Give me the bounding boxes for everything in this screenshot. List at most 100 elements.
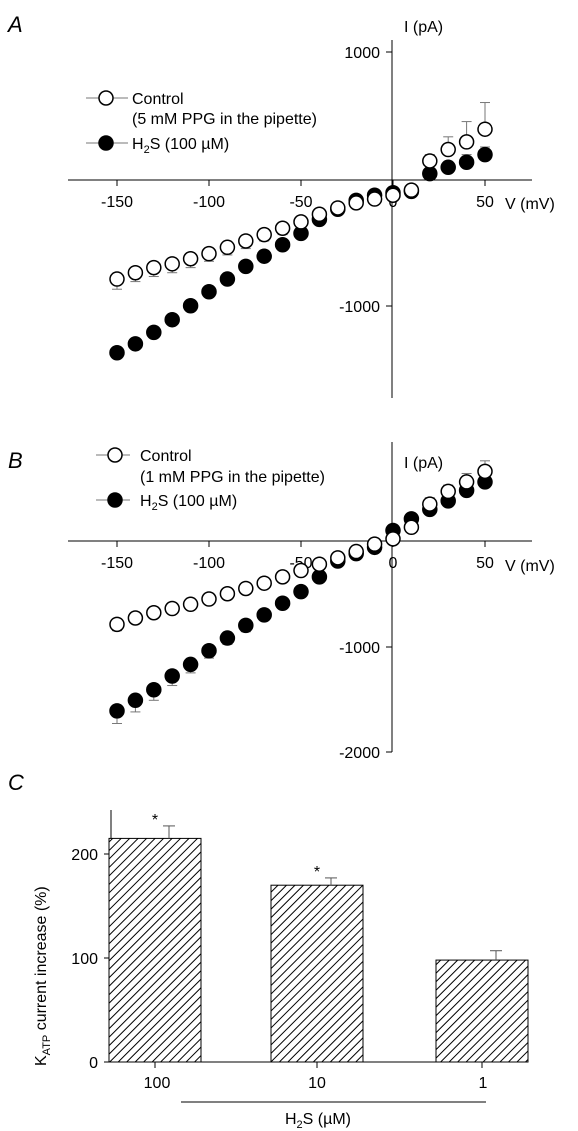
h2s-data-point [146, 682, 162, 698]
panel-c-ylabel: KATP current increase (%) [33, 886, 53, 1066]
h2s-data-point [182, 297, 199, 314]
panel-b-legend-control-note: (1 mM PPG in the pipette) [140, 469, 325, 486]
h2s-data-point [238, 258, 254, 275]
control-data-point [127, 264, 144, 281]
control-data-point [440, 483, 456, 500]
control-data-point [385, 187, 401, 203]
legend-open-circle-icon [107, 447, 123, 463]
panel-c-category-label: 100 [144, 1075, 171, 1092]
control-data-point [256, 226, 272, 243]
h2s-data-point [422, 165, 438, 182]
panel-a-series [109, 102, 493, 361]
panel-c-y-tick-label: 0 [89, 1055, 98, 1072]
panel-a-x-ticks: -150 -100 -50 0 50 [101, 180, 494, 211]
h2s-data-point [238, 617, 254, 634]
panel-b-x-tick-label: 50 [476, 555, 494, 572]
control-data-point [366, 191, 383, 207]
h2s-data-point [164, 311, 180, 328]
control-data-point [403, 519, 420, 536]
bar [108, 837, 202, 1063]
control-data-point [440, 141, 456, 158]
panel-c-category-label: 10 [308, 1075, 326, 1092]
panel-a-legend-control-note: (5 mM PPG in the pipette) [132, 111, 317, 128]
panel-a-x-tick-label: -50 [289, 194, 312, 211]
control-data-point [422, 496, 438, 512]
panel-c-y-ticks: 0 100 200 [71, 847, 111, 1072]
h2s-data-point [127, 692, 144, 709]
h2s-data-point [127, 336, 144, 352]
panel-b-ylabel: I (pA) [404, 455, 443, 472]
panel-c-xlabel: H2S (µM) [285, 1111, 351, 1131]
h2s-data-point [146, 324, 162, 341]
control-data-point [293, 214, 309, 230]
panel-a-x-tick-label: 50 [476, 194, 494, 211]
panel-c-bars: ** [108, 812, 529, 1063]
control-data-point [127, 610, 144, 626]
control-data-point [330, 200, 346, 216]
h2s-data-point [109, 344, 125, 361]
panel-b-legend-control: Control [140, 448, 192, 465]
panel-c-label: C [8, 770, 24, 795]
control-data-point [182, 596, 199, 613]
h2s-data-point [274, 595, 291, 611]
panel-c-category-label: 1 [479, 1075, 488, 1092]
control-data-point [477, 121, 493, 137]
h2s-data-point [219, 630, 236, 646]
h2s-data-point [256, 607, 272, 623]
control-data-point [164, 256, 180, 272]
control-data-point [293, 562, 309, 579]
panel-c-y-tick-label: 200 [71, 847, 98, 864]
panel-a-y-tick-label: 1000 [344, 45, 380, 62]
panel-b-y-tick-label: -2000 [339, 745, 380, 762]
panel-c-y-tick-label: 100 [71, 951, 98, 968]
panel-b-xlabel: V (mV) [505, 558, 555, 575]
h2s-data-point [219, 271, 236, 287]
panel-b-legend-h2s: H2S (100 µM) [140, 493, 237, 513]
panel-b-label: B [8, 448, 23, 473]
panel-a-x-tick-label: -150 [101, 194, 133, 211]
panel-b-x-tick-label: -150 [101, 555, 133, 572]
panel-b-legend: Control (1 mM PPG in the pipette) H2S (1… [96, 447, 325, 513]
control-data-point [330, 550, 346, 566]
h2s-data-point [311, 569, 328, 585]
control-data-point [385, 531, 401, 547]
h2s-data-point [201, 642, 217, 659]
panel-b: B -150 -100 -50 0 50 -1000 -2000 I (pA) … [8, 442, 555, 762]
control-data-point [238, 580, 254, 597]
control-data-point [146, 604, 162, 621]
h2s-data-point [477, 146, 493, 163]
panel-a-y-ticks: 1000 -1000 [339, 45, 392, 316]
control-data-point [458, 134, 475, 150]
control-data-point [201, 591, 217, 607]
panel-a-y-tick-label: -1000 [339, 299, 380, 316]
panel-a-ylabel: I (pA) [404, 19, 443, 36]
panel-c-x-ticks: 100 10 1 [144, 1062, 488, 1092]
control-data-point [311, 206, 328, 223]
h2s-data-point [458, 154, 475, 170]
control-data-point [458, 474, 475, 490]
control-data-point [422, 153, 438, 169]
legend-filled-circle-icon [98, 135, 114, 151]
h2s-data-point [274, 237, 291, 253]
significance-marker: * [152, 812, 158, 829]
control-data-point [164, 600, 180, 617]
control-data-point [348, 195, 364, 211]
control-data-point [256, 575, 272, 591]
panel-a-legend-control: Control [132, 91, 184, 108]
control-data-point [201, 245, 217, 262]
control-data-point [311, 556, 328, 572]
control-data-point [182, 250, 199, 267]
h2s-data-point [164, 668, 180, 684]
control-data-point [146, 259, 162, 276]
significance-marker: * [314, 864, 320, 881]
panel-b-y-tick-label: -1000 [339, 640, 380, 657]
control-data-point [403, 182, 420, 198]
panel-a-xlabel: V (mV) [505, 196, 555, 213]
control-data-point [477, 463, 493, 480]
panel-b-y-ticks: -1000 -2000 [339, 640, 392, 762]
bar [435, 959, 529, 1063]
panel-a-legend: Control (5 mM PPG in the pipette) H2S (1… [86, 90, 317, 156]
panel-b-series [109, 460, 493, 725]
panel-a-x-tick-label: -100 [193, 194, 225, 211]
